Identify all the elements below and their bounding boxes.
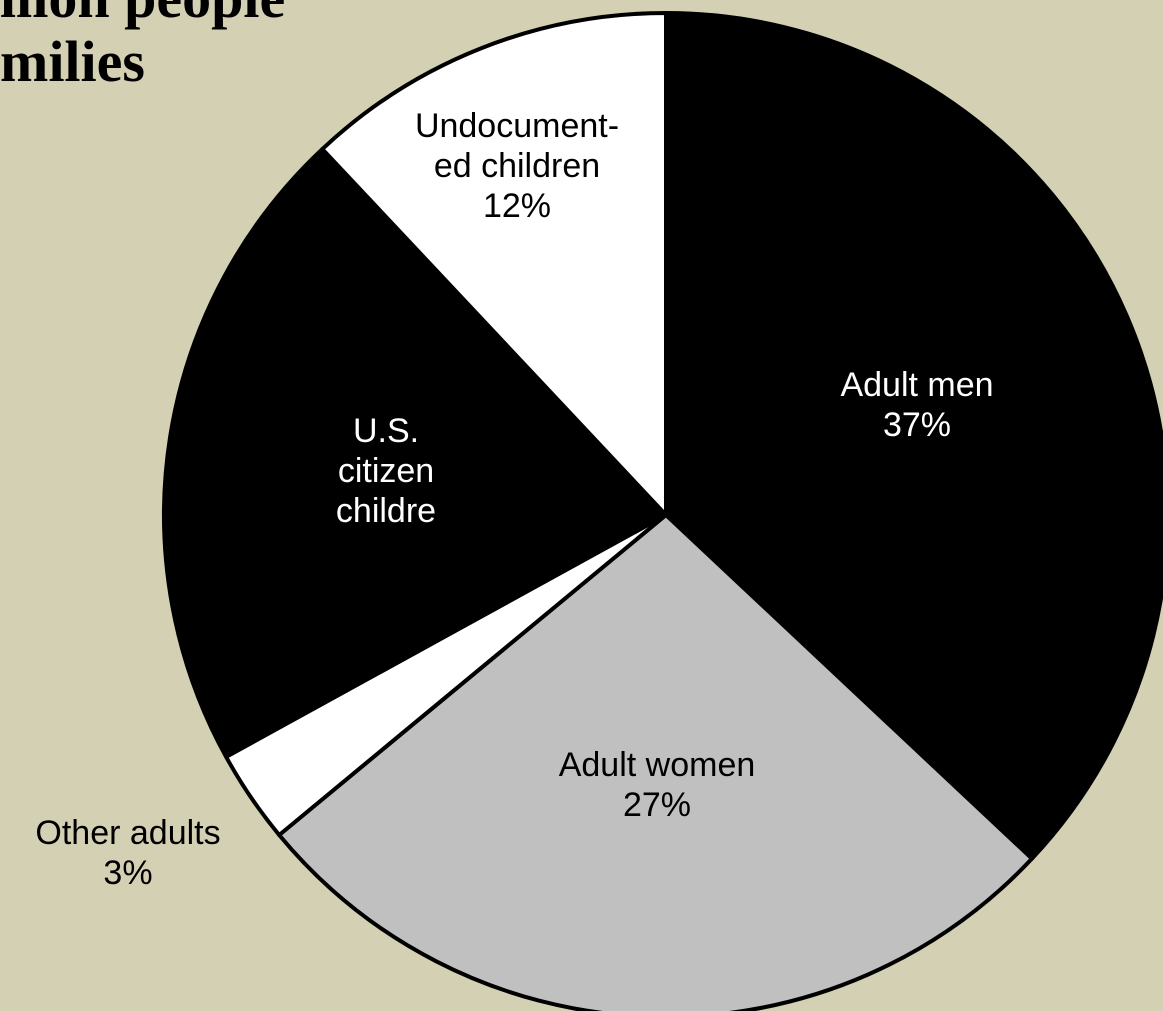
slice-label-line: Adult men xyxy=(840,366,993,404)
slide-title: llion people milies xyxy=(0,0,285,94)
slice-label-line: Adult women xyxy=(559,746,756,784)
pie-slice xyxy=(664,11,1163,861)
slice-label-line: citizen xyxy=(338,452,434,490)
slice-label-line: Undocument- xyxy=(415,107,619,145)
pie-slice xyxy=(277,513,1034,1011)
pie-slice xyxy=(320,11,668,517)
slice-label-line: Other adults xyxy=(35,814,220,852)
slide-title-line-2: milies xyxy=(0,29,145,94)
pie-slice xyxy=(162,147,668,759)
slice-label-line: U.S. xyxy=(353,412,419,450)
slice-label-line: 12% xyxy=(483,187,551,225)
slice-label-line: childre xyxy=(336,492,436,530)
slice-label-line: 27% xyxy=(623,786,691,824)
slide-title-line-1: llion people xyxy=(0,0,285,30)
slice-label-line: 37% xyxy=(883,406,951,444)
slice-label-line: 3% xyxy=(103,854,152,892)
slice-label-line: ed children xyxy=(434,147,600,185)
